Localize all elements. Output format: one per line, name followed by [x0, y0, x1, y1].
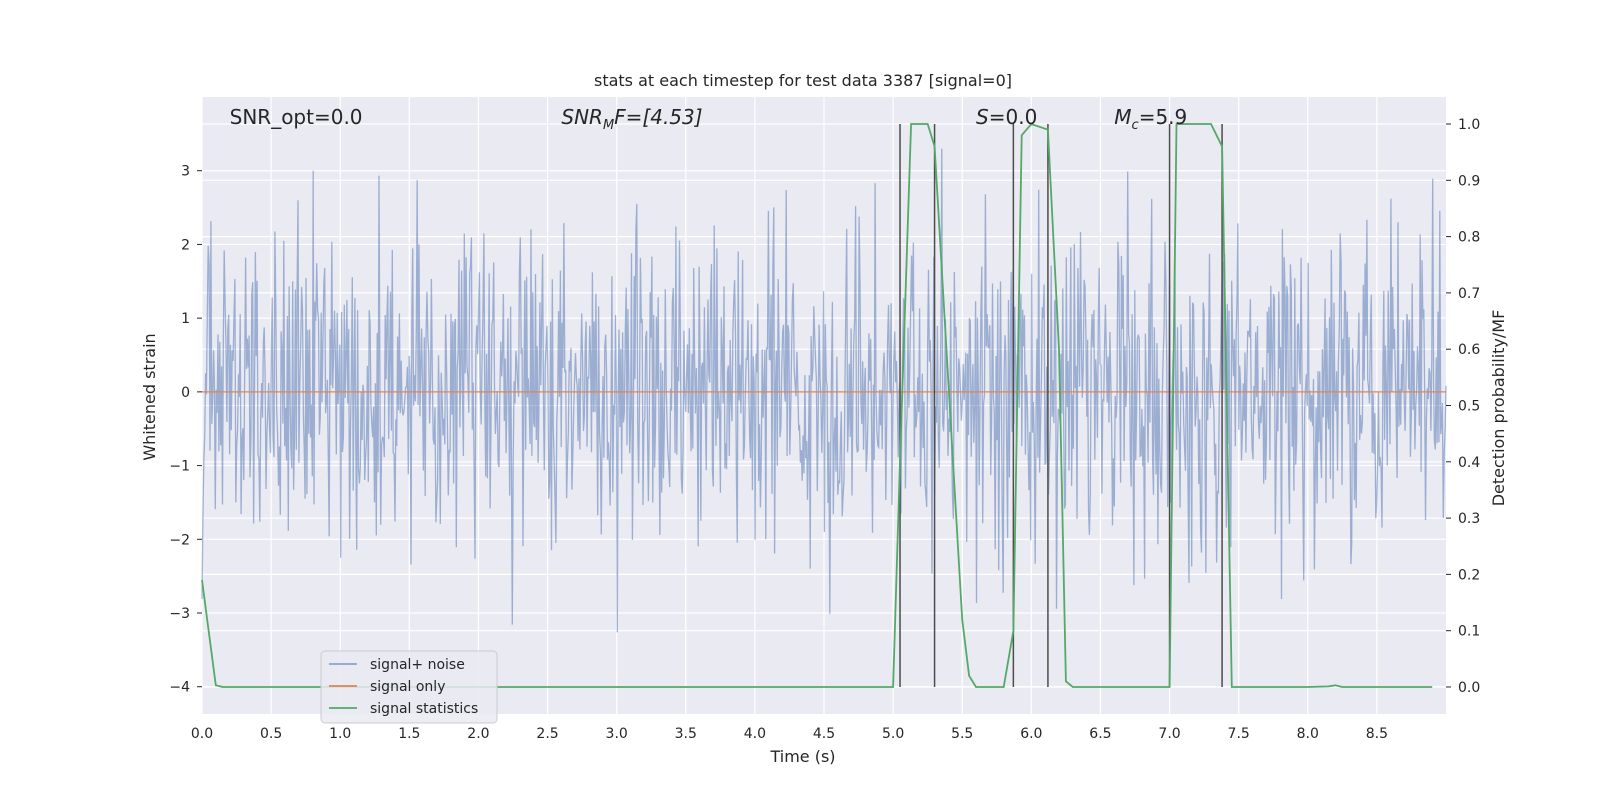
x-tick-label: 5.5 [951, 726, 973, 742]
y-axis-label: Whitened strain [140, 333, 159, 460]
stat-annotation: Mc=5.9 [1114, 105, 1187, 133]
x-tick-label: 5.0 [882, 726, 904, 742]
y-tick-label: 1 [181, 311, 190, 327]
x-tick-label: 0.0 [191, 726, 213, 742]
y2-tick-label: 0.0 [1458, 680, 1480, 696]
x-tick-label: 3.5 [675, 726, 697, 742]
x-tick-label: 1.0 [329, 726, 351, 742]
y-tick-label: −4 [169, 680, 190, 696]
x-tick-label: 1.5 [398, 726, 420, 742]
x-tick-label: 2.5 [536, 726, 558, 742]
x-axis-label: Time (s) [769, 747, 835, 766]
y2-tick-label: 0.1 [1458, 624, 1480, 640]
x-tick-label: 8.5 [1366, 726, 1388, 742]
legend: signal+ noise signal only signal statistic… [320, 650, 498, 724]
legend-label: signal only [370, 679, 445, 695]
legend-label: signal+ noise [370, 657, 465, 673]
y2-tick-label: 1.0 [1458, 117, 1480, 133]
stat-annotation: S=0.0 [976, 105, 1037, 129]
y2-tick-label: 0.9 [1458, 173, 1480, 189]
x-tick-label: 8.0 [1297, 726, 1319, 742]
stat-annotation: SNR_opt=0.0 [230, 105, 363, 129]
legend-label: signal statistics [370, 701, 478, 717]
y2-axis-label: Detection probability/MF [1489, 310, 1508, 507]
x-tick-label: 0.5 [260, 726, 282, 742]
y2-tick-label: 0.5 [1458, 399, 1480, 415]
series-signal-statistics-line [201, 122, 1433, 688]
y2-tick-label: 0.4 [1458, 455, 1480, 471]
x-tick-label: 6.0 [1020, 726, 1042, 742]
legend-box [320, 650, 498, 724]
y-tick-label: −1 [169, 459, 190, 475]
x-tick-label: 4.0 [744, 726, 766, 742]
stat-annotation: SNRMF=[4.53] [561, 105, 702, 133]
x-tick-label: 2.0 [467, 726, 489, 742]
y-tick-label: 0 [181, 385, 190, 401]
x-tick-label: 6.5 [1089, 726, 1111, 742]
y2-tick-label: 0.2 [1458, 567, 1480, 583]
y-tick-label: 2 [181, 237, 190, 253]
y-tick-label: −2 [169, 532, 190, 548]
y-tick-label: −3 [169, 606, 190, 622]
series-layer [201, 122, 1447, 688]
chart-title: stats at each timestep for test data 338… [594, 71, 1012, 90]
x-tick-label: 7.0 [1158, 726, 1180, 742]
x-tick-label: 4.5 [813, 726, 835, 742]
x-tick-label: 3.0 [606, 726, 628, 742]
annotation-layer: SNR_opt=0.0 SNRMF=[4.53] S=0.0 Mc=5.9 [230, 105, 1188, 133]
y2-tick-label: 0.8 [1458, 230, 1480, 246]
y-tick-label: 3 [181, 164, 190, 180]
y2-tick-label: 0.7 [1458, 286, 1480, 302]
x-tick-label: 7.5 [1228, 726, 1250, 742]
tick-layer: 0.0 0.5 1.0 1.5 2.0 2.5 3.0 3.5 4.0 4.5 5.0 5.5 6.0 6… [169, 117, 1480, 742]
y2-tick-label: 0.3 [1458, 511, 1480, 527]
y2-tick-label: 0.6 [1458, 342, 1480, 358]
series-signal-noise-line [201, 148, 1447, 633]
